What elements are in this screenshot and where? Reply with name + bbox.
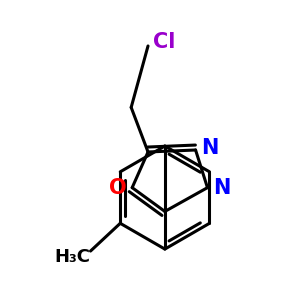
Text: Cl: Cl xyxy=(153,32,175,52)
Text: N: N xyxy=(213,178,230,198)
Text: N: N xyxy=(201,138,218,158)
Text: H₃C: H₃C xyxy=(55,248,91,266)
Text: O: O xyxy=(110,178,127,198)
